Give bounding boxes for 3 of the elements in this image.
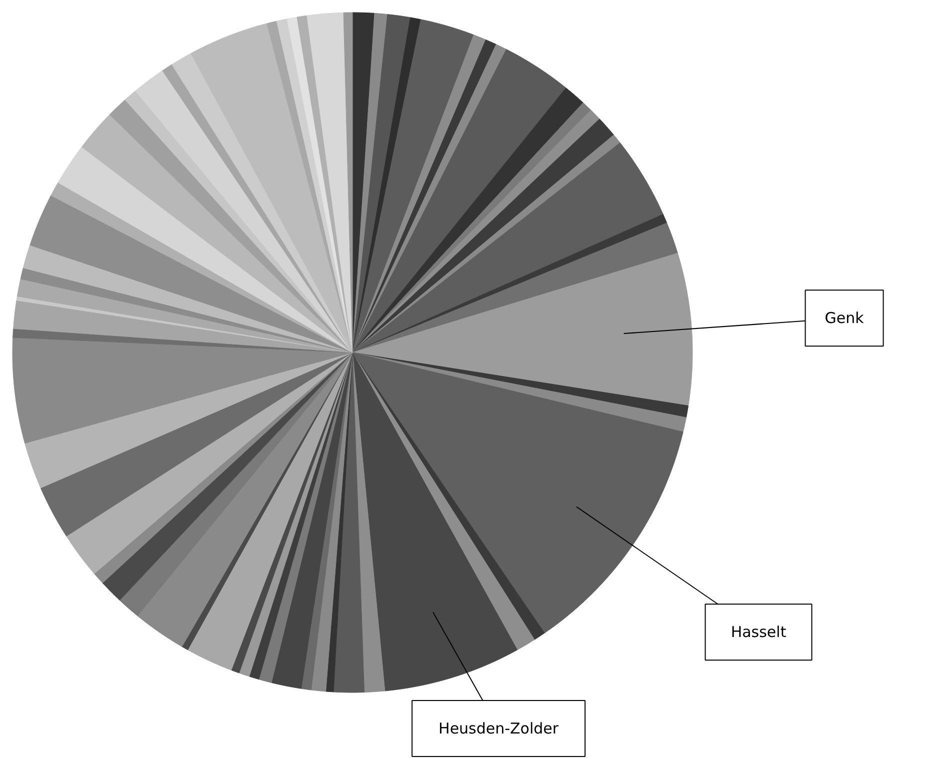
slice-label: Genk bbox=[824, 309, 864, 328]
slice-label: Heusden-Zolder bbox=[438, 720, 560, 738]
slice-label: Hasselt bbox=[730, 623, 786, 642]
